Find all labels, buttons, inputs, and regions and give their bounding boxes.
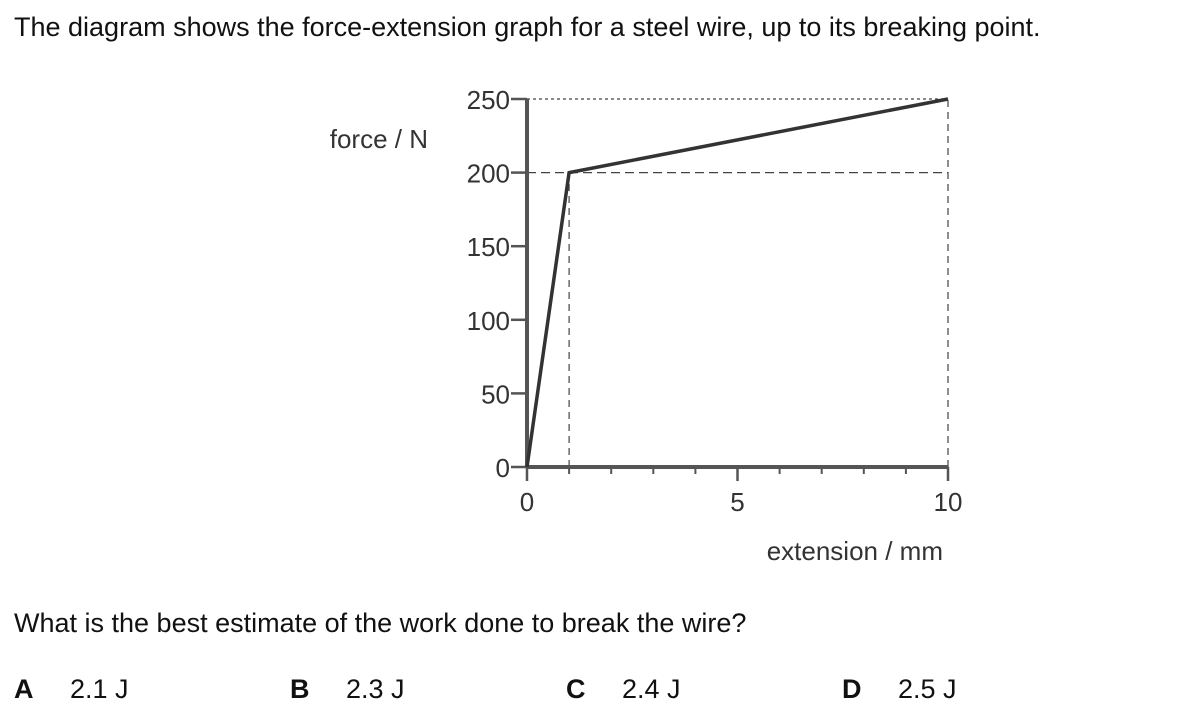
option-letter: A — [14, 674, 34, 704]
x-axis-label: extension / mm — [767, 536, 943, 566]
labels: 0 50 100 150 200 250 0 5 10 force / N extension / … — [330, 85, 963, 566]
guide-lines — [527, 98, 949, 467]
option-a[interactable]: A 2.1 J — [14, 674, 129, 705]
ticks — [511, 97, 950, 481]
y-axis-label: force / N — [330, 124, 428, 154]
option-value: 2.1 J — [70, 674, 129, 704]
y-tick-label: 100 — [467, 306, 510, 336]
intro-text: The diagram shows the force-extension gr… — [14, 12, 1041, 42]
option-value: 2.4 J — [622, 674, 681, 704]
option-letter: B — [290, 674, 310, 704]
x-tick-label: 5 — [730, 487, 744, 517]
question-text: What is the best estimate of the work do… — [14, 608, 747, 638]
series-line — [525, 97, 949, 468]
option-b[interactable]: B 2.3 J — [290, 674, 405, 705]
y-tick-label: 0 — [496, 453, 510, 483]
series — [525, 97, 949, 468]
option-d[interactable]: D 2.5 J — [842, 674, 957, 705]
y-tick-label: 200 — [467, 159, 510, 189]
option-value: 2.5 J — [898, 674, 957, 704]
y-tick-label: 250 — [467, 85, 510, 115]
option-letter: C — [566, 674, 586, 704]
y-tick-label: 150 — [467, 232, 510, 262]
force-extension-chart: 0 50 100 150 200 250 0 5 10 force / N extension / … — [330, 85, 963, 566]
x-tick-label: 0 — [520, 487, 534, 517]
x-tick-label: 10 — [934, 487, 963, 517]
axes — [525, 99, 948, 469]
option-letter: D — [842, 674, 862, 704]
option-value: 2.3 J — [346, 674, 405, 704]
y-tick-label: 50 — [481, 379, 510, 409]
option-c[interactable]: C 2.4 J — [566, 674, 681, 705]
